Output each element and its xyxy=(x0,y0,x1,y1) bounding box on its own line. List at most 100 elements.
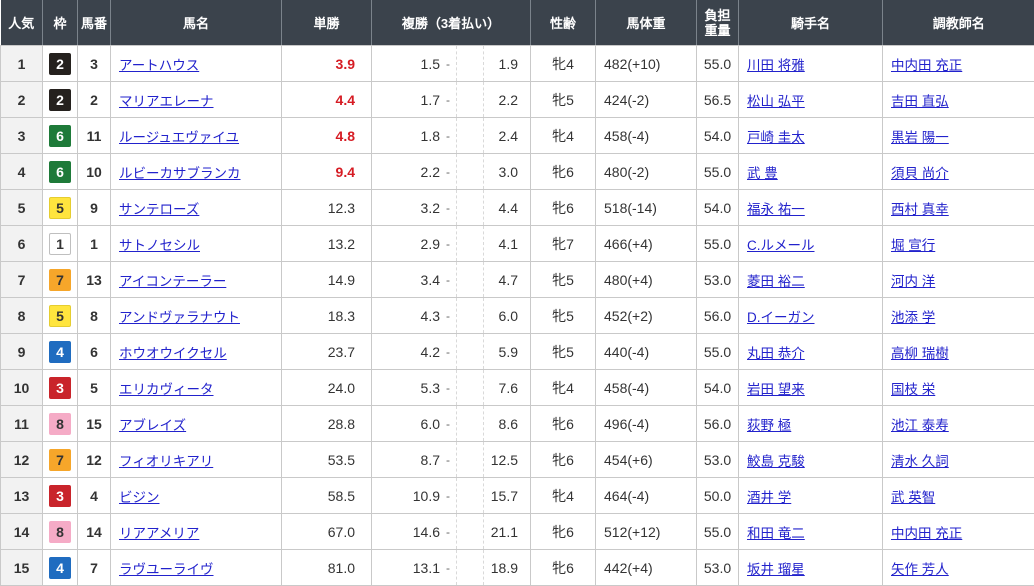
jockey-link[interactable]: 川田 将雅 xyxy=(747,58,805,73)
place-odds-dash: - xyxy=(440,273,456,287)
trainer-link[interactable]: 池添 学 xyxy=(891,310,935,325)
win-odds: 13.2 xyxy=(282,226,372,262)
horse-weight: 424(-2) xyxy=(596,82,697,118)
trainer-link[interactable]: 国枝 栄 xyxy=(891,382,935,397)
jockey-link[interactable]: 丸田 恭介 xyxy=(747,346,805,361)
jockey-cell: 川田 将雅 xyxy=(739,46,883,82)
trainer-cell: 須貝 尚介 xyxy=(883,154,1034,190)
place-odds-separator xyxy=(456,46,484,81)
place-odds-dash: - xyxy=(440,201,456,215)
horse-name-link[interactable]: ビジン xyxy=(119,490,160,505)
jockey-link[interactable]: 戸崎 圭太 xyxy=(747,130,805,145)
rank-cell: 5 xyxy=(1,190,43,226)
waku-badge: 6 xyxy=(49,125,71,147)
col-header-carry-line2: 重量 xyxy=(697,23,738,38)
place-odds-min: 10.9 xyxy=(372,488,440,504)
waku-badge: 1 xyxy=(49,233,71,255)
waku-badge: 5 xyxy=(49,305,71,327)
horse-name-link[interactable]: フィオリキアリ xyxy=(119,454,213,469)
place-odds-dash: - xyxy=(440,453,456,467)
jockey-link[interactable]: 酒井 学 xyxy=(747,490,791,505)
trainer-link[interactable]: 池江 泰寿 xyxy=(891,418,949,433)
trainer-link[interactable]: 堀 宣行 xyxy=(891,238,935,253)
trainer-link[interactable]: 吉田 直弘 xyxy=(891,94,949,109)
waku-cell: 7 xyxy=(43,442,78,478)
jockey-link[interactable]: 和田 竜二 xyxy=(747,526,805,541)
jockey-link[interactable]: 岩田 望来 xyxy=(747,382,805,397)
jockey-link[interactable]: 鮫島 克駿 xyxy=(747,454,805,469)
waku-cell: 4 xyxy=(43,334,78,370)
trainer-link[interactable]: 中内田 充正 xyxy=(891,526,962,541)
place-odds: 6.0 - 8.6 xyxy=(372,406,531,442)
place-odds-dash: - xyxy=(440,57,456,71)
trainer-link[interactable]: 河内 洋 xyxy=(891,274,935,289)
table-row: 4 6 10 ルビーカサブランカ 9.4 2.2 - 3.0 牝6 480(-2… xyxy=(1,154,1034,190)
jockey-cell: 鮫島 克駿 xyxy=(739,442,883,478)
trainer-cell: 高柳 瑞樹 xyxy=(883,334,1034,370)
table-row: 12 7 12 フィオリキアリ 53.5 8.7 - 12.5 牝6 454(+… xyxy=(1,442,1034,478)
place-odds-max: 2.2 xyxy=(484,92,530,108)
trainer-link[interactable]: 中内田 充正 xyxy=(891,58,962,73)
carry-weight: 55.0 xyxy=(697,514,739,550)
horse-name-cell: エリカヴィータ xyxy=(111,370,282,406)
place-odds: 2.9 - 4.1 xyxy=(372,226,531,262)
waku-badge: 7 xyxy=(49,269,71,291)
jockey-link[interactable]: 坂井 瑠星 xyxy=(747,562,805,577)
place-odds-min: 1.5 xyxy=(372,56,440,72)
table-row: 9 4 6 ホウオウイクセル 23.7 4.2 - 5.9 牝5 440(-4)… xyxy=(1,334,1034,370)
jockey-link[interactable]: D.イーガン xyxy=(747,310,815,325)
horse-number: 4 xyxy=(78,478,111,514)
horse-name-link[interactable]: ホウオウイクセル xyxy=(119,346,227,361)
place-odds-separator xyxy=(456,550,484,585)
trainer-link[interactable]: 黒岩 陽一 xyxy=(891,130,949,145)
trainer-link[interactable]: 矢作 芳人 xyxy=(891,562,949,577)
horse-name-link[interactable]: サンテローズ xyxy=(119,202,199,217)
horse-name-link[interactable]: アブレイズ xyxy=(119,418,186,433)
place-odds-max: 15.7 xyxy=(484,488,530,504)
table-row: 14 8 14 リアアメリア 67.0 14.6 - 21.1 牝6 512(+… xyxy=(1,514,1034,550)
horse-name-link[interactable]: アートハウス xyxy=(119,58,199,73)
sex-age: 牝5 xyxy=(531,334,596,370)
place-odds-dash: - xyxy=(440,489,456,503)
jockey-link[interactable]: 福永 祐一 xyxy=(747,202,805,217)
waku-cell: 5 xyxy=(43,190,78,226)
jockey-link[interactable]: 菱田 裕二 xyxy=(747,274,805,289)
jockey-link[interactable]: 武 豊 xyxy=(747,166,778,181)
trainer-link[interactable]: 西村 真幸 xyxy=(891,202,949,217)
jockey-link[interactable]: 荻野 極 xyxy=(747,418,791,433)
trainer-link[interactable]: 武 英智 xyxy=(891,490,935,505)
trainer-link[interactable]: 清水 久詞 xyxy=(891,454,949,469)
horse-name-link[interactable]: マリアエレーナ xyxy=(119,94,214,109)
horse-name-link[interactable]: アイコンテーラー xyxy=(119,274,226,289)
waku-badge: 2 xyxy=(49,89,71,111)
horse-weight: 518(-14) xyxy=(596,190,697,226)
horse-name-link[interactable]: サトノセシル xyxy=(119,238,200,253)
carry-weight: 53.0 xyxy=(697,550,739,586)
place-odds-separator xyxy=(456,226,484,261)
horse-name-link[interactable]: エリカヴィータ xyxy=(119,382,214,397)
sex-age: 牝6 xyxy=(531,190,596,226)
rank-cell: 6 xyxy=(1,226,43,262)
jockey-link[interactable]: C.ルメール xyxy=(747,238,815,253)
place-odds-separator xyxy=(456,478,484,513)
horse-name-link[interactable]: リアアメリア xyxy=(119,526,199,541)
col-header-win: 単勝 xyxy=(282,0,372,46)
jockey-cell: 菱田 裕二 xyxy=(739,262,883,298)
horse-number: 9 xyxy=(78,190,111,226)
place-odds-dash: - xyxy=(440,237,456,251)
horse-name-link[interactable]: ルージュエヴァイユ xyxy=(119,130,239,145)
trainer-link[interactable]: 須貝 尚介 xyxy=(891,166,949,181)
horse-name-link[interactable]: ルビーカサブランカ xyxy=(119,166,241,181)
table-row: 8 5 8 アンドヴァラナウト 18.3 4.3 - 6.0 牝5 452(+2… xyxy=(1,298,1034,334)
horse-name-link[interactable]: ラヴユーライヴ xyxy=(119,562,214,577)
horse-name-link[interactable]: アンドヴァラナウト xyxy=(119,310,240,325)
horse-name-cell: ルビーカサブランカ xyxy=(111,154,282,190)
jockey-link[interactable]: 松山 弘平 xyxy=(747,94,805,109)
horse-number: 12 xyxy=(78,442,111,478)
table-row: 2 2 2 マリアエレーナ 4.4 1.7 - 2.2 牝5 424(-2) 5… xyxy=(1,82,1034,118)
waku-badge: 5 xyxy=(49,197,71,219)
trainer-link[interactable]: 高柳 瑞樹 xyxy=(891,346,949,361)
waku-cell: 6 xyxy=(43,154,78,190)
jockey-cell: 荻野 極 xyxy=(739,406,883,442)
trainer-cell: 池添 学 xyxy=(883,298,1034,334)
